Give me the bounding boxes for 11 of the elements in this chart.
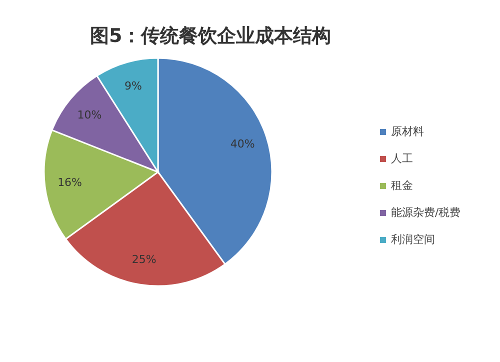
legend-label: 租金	[391, 178, 413, 192]
data-label: 9%	[124, 80, 142, 93]
legend-label: 能源杂费/税费	[391, 206, 461, 219]
legend-label: 利润空间	[391, 232, 435, 246]
legend-label: 人工	[391, 152, 413, 165]
data-label: 40%	[230, 138, 255, 151]
legend-label: 原材料	[391, 124, 424, 138]
data-label: 25%	[132, 252, 156, 266]
data-label: 16%	[58, 176, 82, 190]
chart-title: 图5：传统餐饮企业成本结构	[90, 25, 332, 47]
data-label: 10%	[77, 108, 102, 122]
